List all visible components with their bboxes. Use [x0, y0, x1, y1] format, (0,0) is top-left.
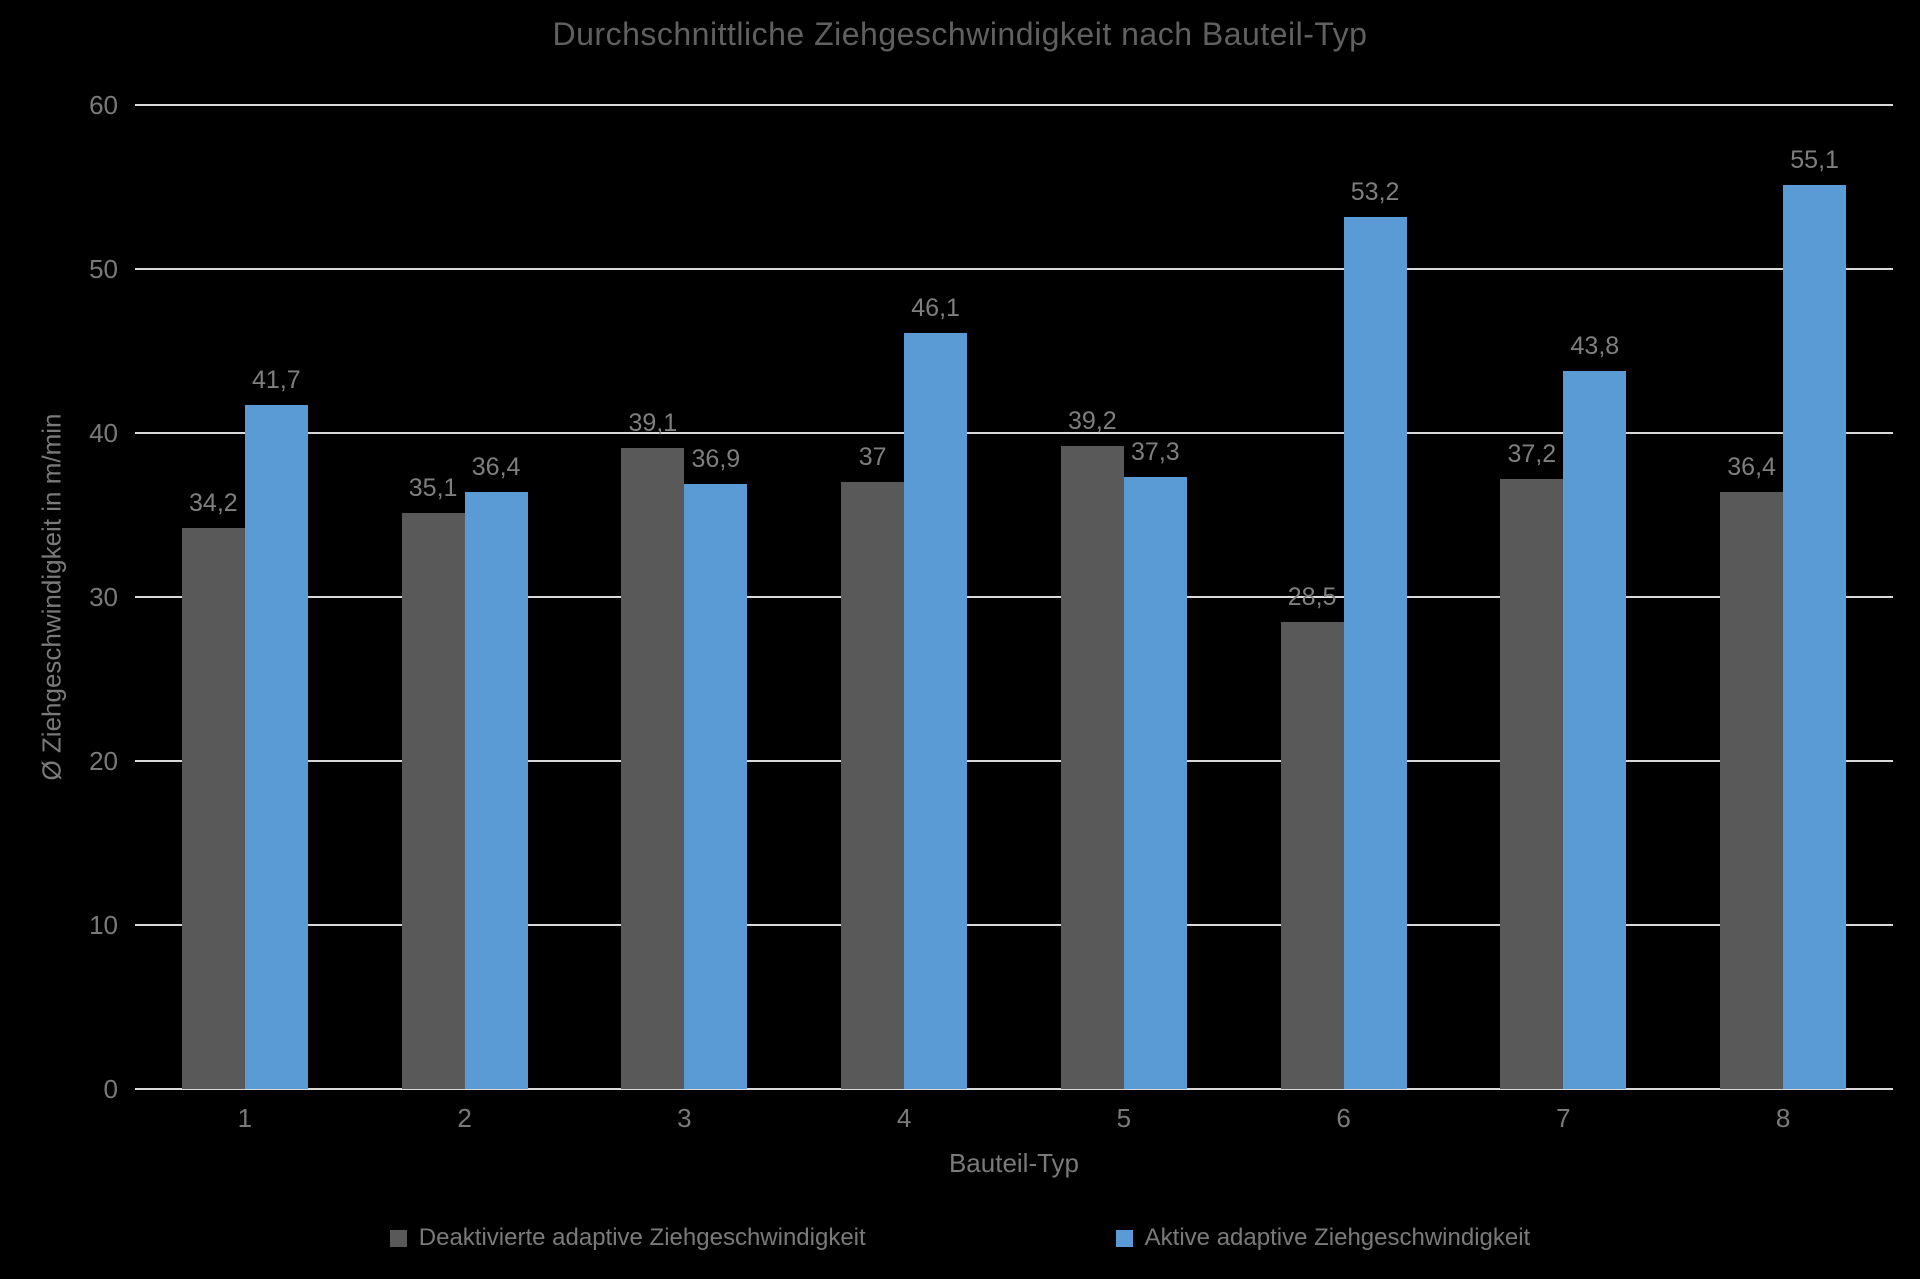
- gridline-y-60: [135, 104, 1893, 106]
- data-label-series1-cat2: 35,1: [408, 474, 458, 503]
- y-tick-label-30: 30: [89, 582, 118, 612]
- x-tick-label-8: 8: [1775, 1103, 1791, 1133]
- data-label-series1-cat3: 39,1: [628, 408, 678, 437]
- data-label-series2-cat3: 36,9: [691, 444, 741, 473]
- data-label-series2-cat5: 37,3: [1131, 438, 1180, 467]
- bar-series1-cat5: [1060, 446, 1124, 1089]
- bar-series2-cat1: [244, 405, 308, 1089]
- data-label-series1-cat8: 36,4: [1727, 453, 1776, 482]
- x-axis-title: Bauteil-Typ: [948, 1148, 1080, 1178]
- data-label-series2-cat8: 55,1: [1790, 146, 1839, 175]
- bar-series1-cat7: [1500, 478, 1564, 1089]
- bar-series1-cat3: [621, 447, 685, 1089]
- x-tick-label-4: 4: [896, 1103, 912, 1133]
- gridline-y-50: [135, 268, 1893, 270]
- data-label-series2-cat6: 53,2: [1350, 177, 1400, 206]
- data-label-series1-cat7: 37,2: [1507, 439, 1557, 468]
- x-tick-label-1: 1: [237, 1103, 253, 1133]
- bar-series2-cat3: [684, 483, 748, 1089]
- y-tick-label-20: 20: [89, 746, 118, 776]
- data-label-series2-cat4: 46,1: [911, 293, 960, 322]
- data-label-series1-cat6: 28,5: [1287, 582, 1337, 611]
- bar-series2-cat5: [1123, 477, 1187, 1089]
- legend-item-1: Deaktivierte adaptive Ziehgeschwindigkei…: [389, 1224, 866, 1252]
- bar-series2-cat4: [904, 332, 968, 1089]
- gridline-y-20: [135, 760, 1893, 762]
- data-label-series1-cat5: 39,2: [1068, 407, 1117, 436]
- x-tick-label-2: 2: [457, 1103, 472, 1133]
- bar-series2-cat6: [1343, 216, 1407, 1089]
- y-tick-label-50: 50: [89, 254, 118, 284]
- bar-series2-cat2: [464, 492, 528, 1089]
- bar-series1-cat6: [1280, 621, 1344, 1089]
- bar-series1-cat2: [401, 513, 465, 1089]
- y-tick-label-40: 40: [89, 418, 118, 448]
- gridline-y-40: [135, 432, 1893, 434]
- bar-series1-cat4: [841, 482, 905, 1089]
- plot-area: 34,2 41,7 35,1 36,4 39,1 36,9 37 46,1 39,2 37,3 28…: [135, 104, 1893, 1090]
- bar-series1-cat8: [1720, 492, 1784, 1089]
- y-tick-label-0: 0: [103, 1074, 118, 1104]
- x-tick-label-7: 7: [1556, 1103, 1571, 1133]
- data-label-series2-cat2: 36,4: [471, 453, 521, 482]
- y-tick-label-10: 10: [89, 910, 118, 940]
- legend-label: Aktive adaptive Ziehgeschwindigkeit: [1144, 1224, 1531, 1251]
- x-tick-label-3: 3: [677, 1103, 692, 1133]
- legend-label: Deaktivierte adaptive Ziehgeschwindigkei…: [418, 1224, 866, 1251]
- legend-swatch-icon: [1115, 1229, 1133, 1247]
- gridline-y-10: [135, 924, 1893, 926]
- x-tick-label-6: 6: [1336, 1103, 1351, 1133]
- data-label-series1-cat1: 34,2: [189, 489, 238, 518]
- legend-item-2: Aktive adaptive Ziehgeschwindigkeit: [1115, 1224, 1531, 1252]
- x-tick-label-5: 5: [1116, 1103, 1132, 1133]
- data-label-series2-cat7: 43,8: [1570, 331, 1620, 360]
- data-label-series1-cat4: 37: [858, 443, 887, 472]
- legend: Deaktivierte adaptive Ziehgeschwindigkei…: [0, 1224, 1920, 1252]
- legend-swatch-icon: [389, 1229, 407, 1247]
- y-tick-label-60: 60: [89, 90, 118, 120]
- bar-series2-cat7: [1563, 370, 1627, 1089]
- gridline-y-30: [135, 596, 1893, 598]
- chart-title: Durchschnittliche Ziehgeschwindigkeit na…: [552, 16, 1368, 52]
- data-label-series2-cat1: 41,7: [252, 366, 301, 395]
- bar-series1-cat1: [181, 528, 245, 1089]
- bar-series2-cat8: [1783, 185, 1847, 1089]
- gridline-y-0: [135, 1088, 1893, 1090]
